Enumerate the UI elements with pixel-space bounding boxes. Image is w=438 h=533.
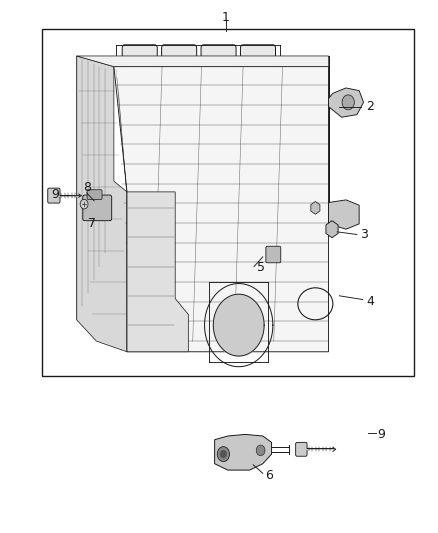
Circle shape [342,95,354,110]
FancyBboxPatch shape [48,188,60,203]
Text: 9: 9 [377,428,385,441]
Polygon shape [77,56,127,352]
Text: 3: 3 [360,228,367,241]
Text: 9: 9 [51,188,59,201]
Circle shape [256,445,265,456]
Circle shape [220,450,227,458]
Circle shape [217,447,230,462]
FancyBboxPatch shape [87,190,102,199]
Text: 4: 4 [366,295,374,308]
Text: 2: 2 [366,100,374,113]
Polygon shape [328,88,364,117]
Text: 5: 5 [257,261,265,274]
Text: 7: 7 [88,217,96,230]
Text: 6: 6 [265,469,273,482]
Text: 1: 1 [222,11,230,23]
FancyBboxPatch shape [266,246,281,263]
FancyBboxPatch shape [83,195,112,221]
FancyBboxPatch shape [201,45,236,72]
FancyBboxPatch shape [162,45,197,72]
Polygon shape [213,294,264,356]
Polygon shape [114,67,328,352]
FancyBboxPatch shape [122,45,157,72]
Polygon shape [127,192,188,352]
Polygon shape [77,56,328,67]
Text: 8: 8 [83,181,91,194]
Polygon shape [311,201,320,214]
Circle shape [80,199,88,209]
Polygon shape [328,200,359,229]
FancyBboxPatch shape [296,442,307,456]
Polygon shape [326,221,338,238]
Polygon shape [215,434,272,470]
FancyBboxPatch shape [240,45,276,72]
